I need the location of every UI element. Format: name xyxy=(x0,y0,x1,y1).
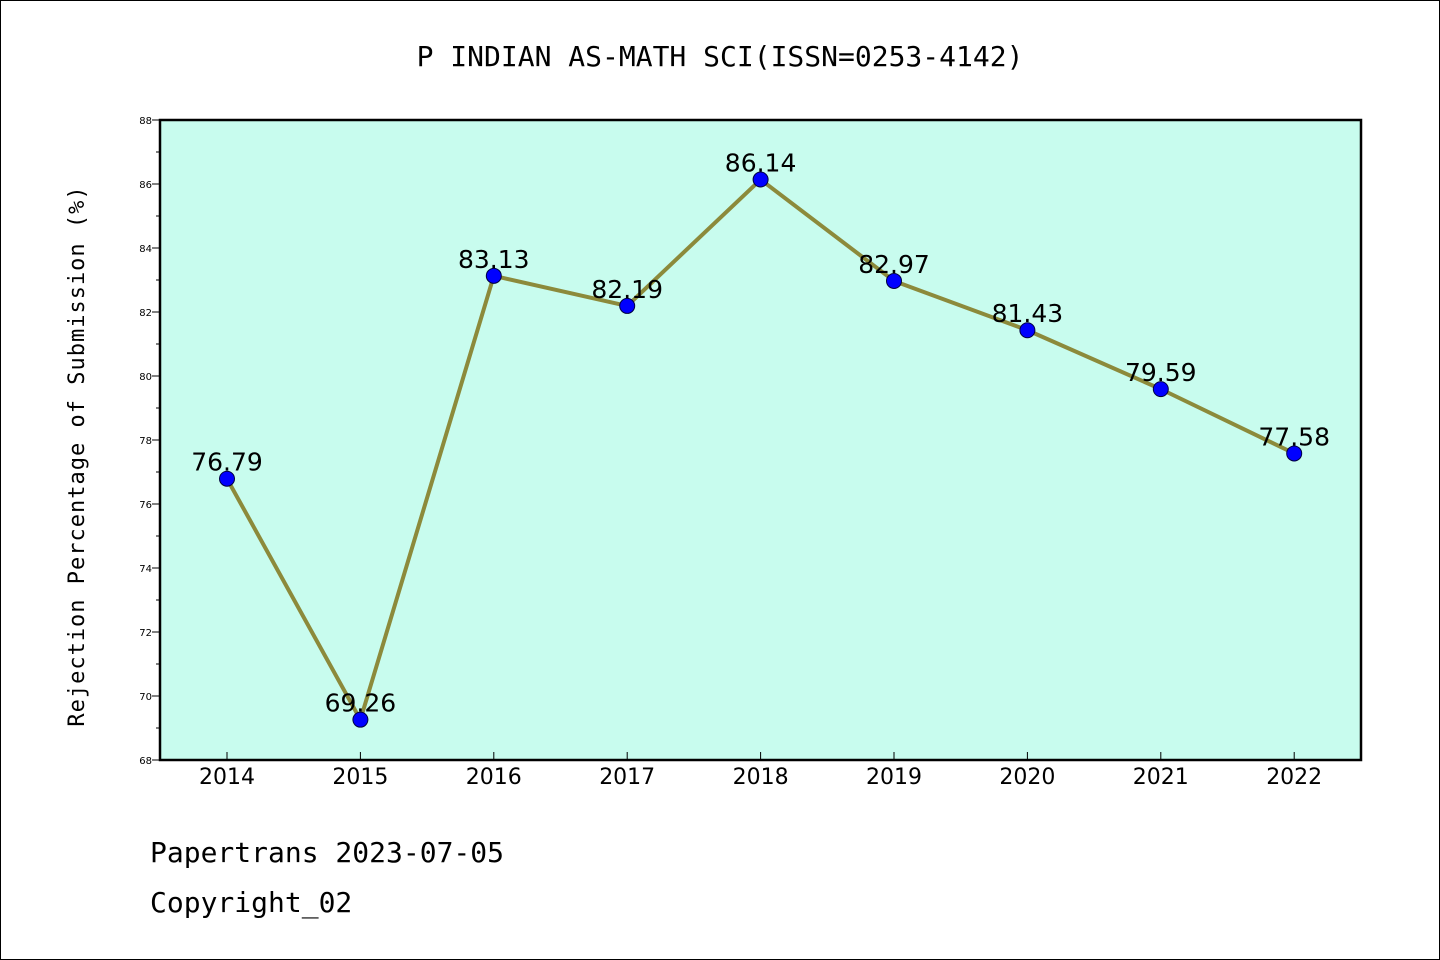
data-label: 83.13 xyxy=(458,245,530,274)
y-tick-label: 86 xyxy=(139,180,152,191)
data-label: 81.43 xyxy=(992,299,1064,328)
y-tick-label: 68 xyxy=(139,756,152,767)
y-tick-label: 80 xyxy=(139,372,152,383)
x-tick-label: 2020 xyxy=(999,765,1055,790)
y-axis: 68 70 72 74 76 78 80 82 84 86 88 xyxy=(139,116,160,767)
data-point xyxy=(1019,322,1036,339)
data-label: 69.26 xyxy=(325,689,397,718)
data-point xyxy=(886,272,902,289)
data-label: 86.14 xyxy=(725,149,797,178)
y-tick-label: 72 xyxy=(139,628,152,639)
x-tick-label: 2014 xyxy=(199,765,255,790)
x-axis: 2014 2015 2016 2017 2018 2019 2020 2021 2022 xyxy=(199,752,1322,790)
x-tick-label: 2019 xyxy=(866,765,922,790)
x-tick-label: 2015 xyxy=(332,765,388,790)
data-label: 77.58 xyxy=(1258,422,1330,451)
data-point xyxy=(1286,445,1303,462)
y-tick-label: 78 xyxy=(139,436,152,447)
x-tick-label: 2018 xyxy=(733,765,789,790)
footer-source: Papertrans 2023-07-05 xyxy=(150,836,505,869)
x-tick-label: 2021 xyxy=(1133,765,1189,790)
data-point xyxy=(485,267,502,284)
data-point xyxy=(352,711,369,728)
data-point xyxy=(1152,381,1169,398)
x-tick-label: 2017 xyxy=(599,765,655,790)
y-tick-label: 74 xyxy=(139,564,152,575)
data-label: 82.97 xyxy=(858,250,930,279)
x-tick-label: 2022 xyxy=(1266,765,1322,790)
series-rejection xyxy=(219,171,1303,728)
data-label: 79.59 xyxy=(1125,358,1197,387)
data-labels: 76.79 69.26 83.13 82.19 86.14 82.97 81.43 79.59… xyxy=(191,149,1330,718)
data-label: 82.19 xyxy=(591,275,663,304)
y-axis-label: Rejection Percentage of Submission (%) xyxy=(65,185,90,726)
data-point xyxy=(619,297,636,314)
data-label: 76.79 xyxy=(191,448,263,477)
y-tick-label: 76 xyxy=(139,500,152,511)
y-tick-label: 84 xyxy=(139,244,152,255)
chart-title: P INDIAN AS-MATH SCI(ISSN=0253-4142) xyxy=(417,40,1024,73)
plot-area xyxy=(158,118,1363,762)
data-point xyxy=(219,470,235,487)
y-tick-label: 82 xyxy=(139,308,152,319)
x-tick-label: 2016 xyxy=(466,765,522,790)
footer-copyright: Copyright_02 xyxy=(150,886,353,919)
data-point xyxy=(752,171,769,188)
y-tick-label: 70 xyxy=(139,692,152,703)
y-tick-label: 88 xyxy=(139,116,152,127)
